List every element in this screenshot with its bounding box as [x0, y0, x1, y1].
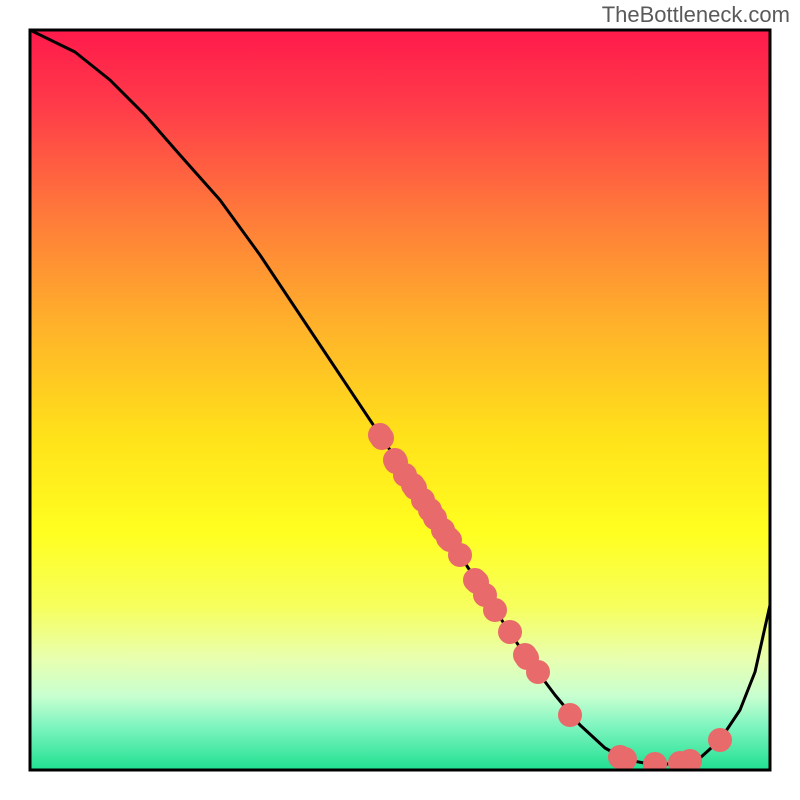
gradient-background: [30, 30, 770, 770]
data-marker: [643, 752, 667, 776]
data-marker: [708, 728, 732, 752]
data-marker: [498, 620, 522, 644]
data-marker: [526, 660, 550, 684]
data-marker: [613, 747, 637, 771]
data-marker: [483, 598, 507, 622]
data-marker: [448, 543, 472, 567]
chart-svg: [0, 0, 800, 800]
data-marker: [370, 426, 394, 450]
data-marker: [558, 703, 582, 727]
bottleneck-chart: TheBottleneck.com: [0, 0, 800, 800]
